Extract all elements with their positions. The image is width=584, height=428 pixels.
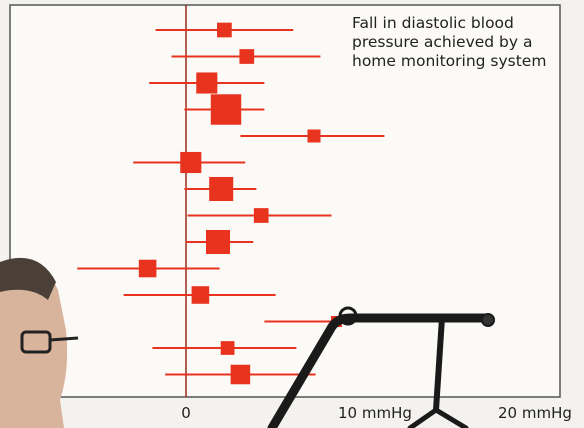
point-estimate xyxy=(139,260,157,278)
point-estimate xyxy=(196,72,217,93)
point-estimate xyxy=(192,286,210,304)
point-estimate xyxy=(209,177,233,201)
point-estimate xyxy=(254,208,269,223)
point-estimate xyxy=(206,230,230,254)
point-estimate xyxy=(217,23,232,38)
x-tick-label: 0 xyxy=(181,404,191,422)
point-estimate xyxy=(239,49,254,64)
screenshot: 0 10 mmHg 20 mmHg Fall in diastolic blood … xyxy=(0,0,584,428)
x-tick-label: 20 mmHg xyxy=(498,404,572,422)
x-tick-label: 10 mmHg xyxy=(338,404,412,422)
annotation: Fall in diastolic blood pressure achieve… xyxy=(352,14,557,71)
point-estimate xyxy=(180,152,201,173)
point-estimate xyxy=(221,341,235,355)
point-estimate xyxy=(211,94,241,124)
point-estimate xyxy=(231,365,251,385)
point-estimate xyxy=(307,129,320,142)
